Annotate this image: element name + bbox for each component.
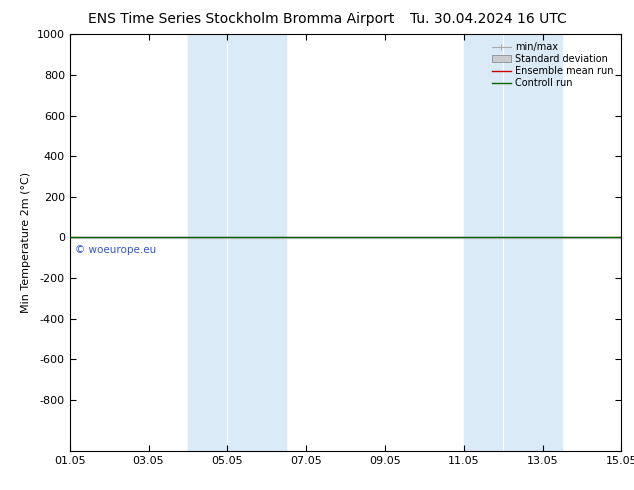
Y-axis label: Min Temperature 2m (°C): Min Temperature 2m (°C): [22, 172, 31, 313]
Text: ENS Time Series Stockholm Bromma Airport: ENS Time Series Stockholm Bromma Airport: [87, 12, 394, 26]
Bar: [188, 34, 287, 451]
Text: © woeurope.eu: © woeurope.eu: [75, 245, 157, 255]
Bar: [463, 34, 562, 451]
Text: Tu. 30.04.2024 16 UTC: Tu. 30.04.2024 16 UTC: [410, 12, 567, 26]
Legend: min/max, Standard deviation, Ensemble mean run, Controll run: min/max, Standard deviation, Ensemble me…: [489, 39, 616, 91]
